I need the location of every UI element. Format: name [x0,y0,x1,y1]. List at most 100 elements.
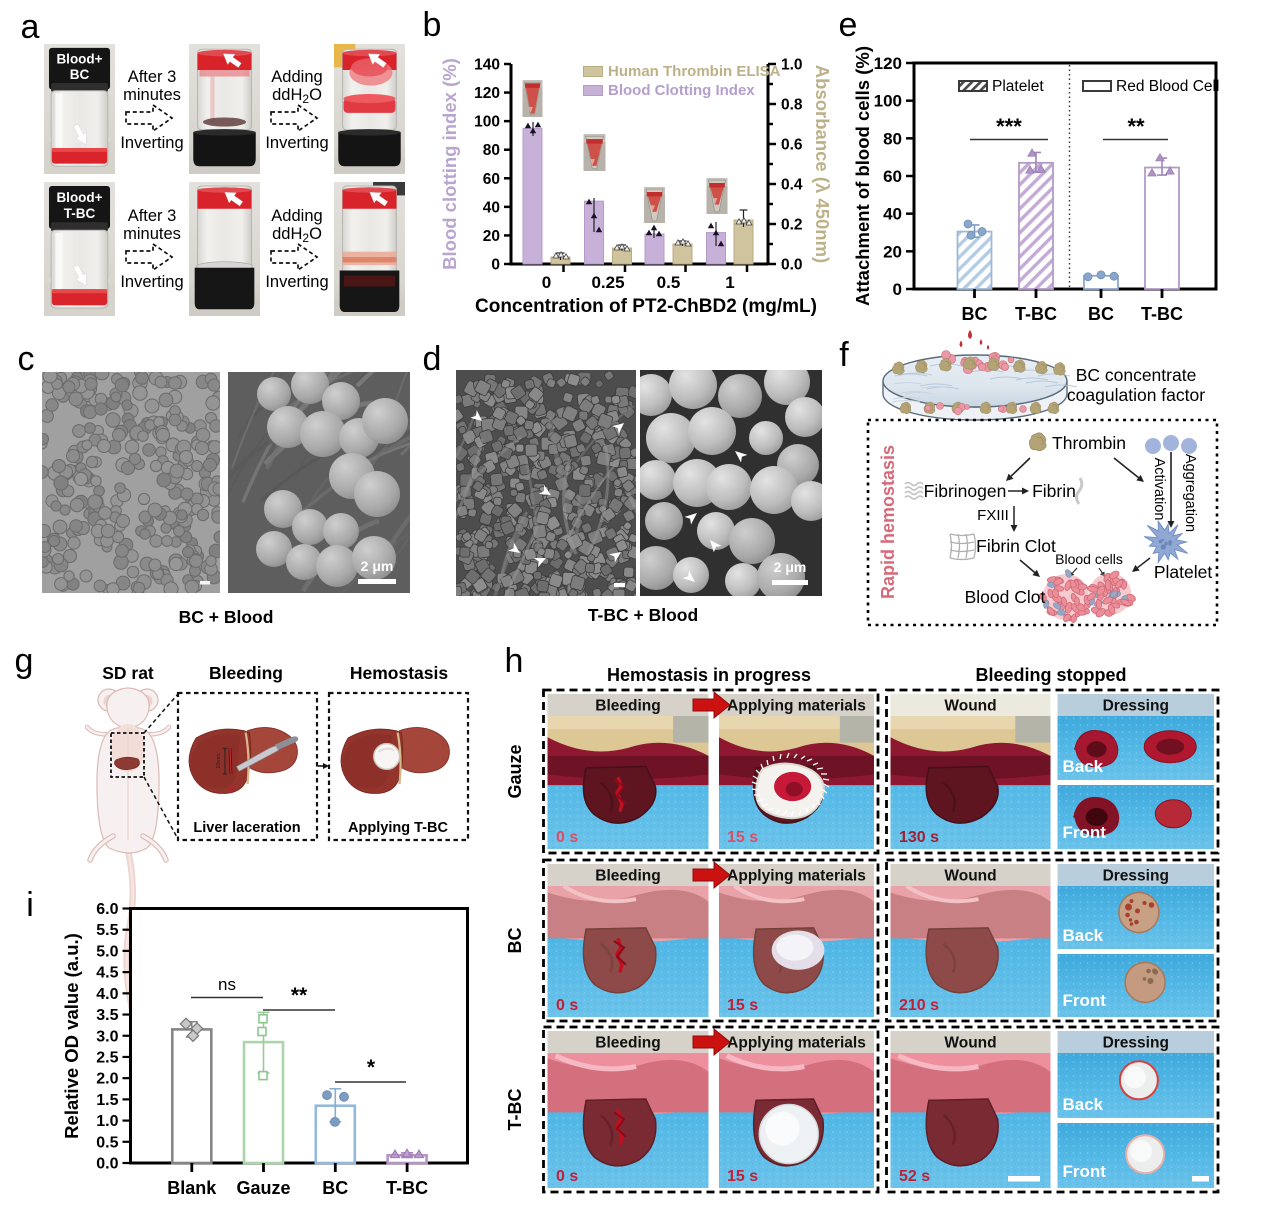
svg-text:0: 0 [491,257,500,274]
svg-text:6.0: 6.0 [96,901,118,918]
svg-text:0.4: 0.4 [781,177,803,194]
svg-text:5.5: 5.5 [96,922,118,939]
svg-text:Front: Front [1063,1162,1107,1181]
svg-text:40: 40 [883,205,902,224]
svg-text:Hemostasis: Hemostasis [350,663,449,683]
svg-text:Wound: Wound [944,1035,996,1052]
svg-text:Gauze: Gauze [505,744,525,798]
svg-text:Blood Clotting Index: Blood Clotting Index [608,82,755,99]
svg-text:Concentration of PT2-ChBD2 (mg: Concentration of PT2-ChBD2 (mg/mL) [475,296,817,317]
svg-text:BC: BC [505,928,525,954]
svg-text:20: 20 [483,228,500,245]
svg-text:h: h [505,642,524,680]
svg-text:BC: BC [70,67,90,82]
svg-text:d: d [423,340,442,378]
svg-text:Activation: Activation [1151,458,1167,521]
svg-text:Hemostasis in progress: Hemostasis in progress [607,665,811,685]
svg-text:40: 40 [483,199,500,216]
svg-text:0.0: 0.0 [96,1156,118,1173]
svg-text:0.2: 0.2 [781,217,803,234]
svg-text:Dressing: Dressing [1103,1035,1169,1052]
svg-text:0.25: 0.25 [591,273,624,292]
svg-text:1: 1 [725,273,734,292]
svg-text:Bleeding stopped: Bleeding stopped [975,665,1126,685]
svg-text:f: f [839,336,849,374]
svg-text:Liver laceration: Liver laceration [193,820,300,836]
svg-text:80: 80 [483,142,500,159]
svg-text:*: * [367,1056,376,1079]
svg-text:3.0: 3.0 [96,1028,118,1045]
svg-text:Blank: Blank [167,1178,217,1198]
svg-text:Wound: Wound [944,868,996,885]
svg-text:g: g [15,642,34,680]
svg-text:4.0: 4.0 [96,986,118,1003]
svg-text:15 s: 15 s [727,829,758,846]
svg-text:Attachment of blood cells (%): Attachment of blood cells (%) [852,46,873,306]
svg-text:Dressing: Dressing [1103,698,1169,715]
svg-text:0 s: 0 s [556,997,578,1014]
svg-text:5.0: 5.0 [96,943,118,960]
svg-text:BC concentrate: BC concentrate [1076,365,1197,385]
svg-text:coagulation factor: coagulation factor [1067,385,1205,405]
svg-text:0: 0 [893,280,902,299]
svg-text:Blood cells: Blood cells [1055,551,1123,567]
svg-text:After 3: After 3 [128,207,177,225]
svg-text:Bleeding: Bleeding [595,1035,660,1052]
svg-text:Platelet: Platelet [992,78,1044,95]
svg-text:ddH2O: ddH2O [272,225,322,245]
svg-text:2 μm: 2 μm [774,559,807,575]
svg-text:Platelet: Platelet [1154,562,1213,582]
svg-text:b: b [423,6,442,44]
svg-text:BC: BC [962,304,988,324]
svg-text:Wound: Wound [944,698,996,715]
svg-text:ddH2O: ddH2O [272,86,322,106]
svg-text:120: 120 [874,54,902,73]
svg-text:minutes: minutes [123,86,181,104]
svg-text:Bleeding: Bleeding [595,868,660,885]
svg-text:15 s: 15 s [727,1168,758,1185]
svg-text:Back: Back [1063,757,1104,776]
svg-text:Bleeding: Bleeding [209,663,283,683]
svg-text:Applying materials: Applying materials [727,1035,866,1052]
svg-text:SD rat: SD rat [102,663,154,683]
svg-text:60: 60 [483,171,500,188]
svg-text:100: 100 [874,92,902,111]
svg-text:T-BC: T-BC [1141,304,1183,324]
svg-text:T-BC: T-BC [64,206,96,221]
svg-text:T-BC: T-BC [386,1178,428,1198]
svg-text:Adding: Adding [271,68,322,86]
svg-text:2.0: 2.0 [96,1071,118,1088]
svg-text:c: c [18,340,35,378]
svg-text:T-BC: T-BC [505,1089,525,1131]
svg-text:1.0: 1.0 [96,1113,118,1130]
svg-text:After 3: After 3 [128,68,177,86]
svg-text:Bleeding: Bleeding [595,698,660,715]
svg-text:Front: Front [1063,823,1107,842]
svg-text:BC: BC [322,1178,348,1198]
svg-text:100: 100 [474,114,500,131]
svg-text:15 s: 15 s [727,997,758,1014]
svg-text:Red Blood Cell: Red Blood Cell [1116,78,1219,95]
svg-text:Fibrinogen: Fibrinogen [924,481,1007,501]
svg-text:4.5: 4.5 [96,965,118,982]
svg-text:10mm: 10mm [216,753,222,769]
svg-text:BC: BC [1088,304,1114,324]
svg-text:Fibrin Clot: Fibrin Clot [976,536,1056,556]
svg-text:52 s: 52 s [899,1168,930,1185]
svg-text:1.0: 1.0 [781,57,803,74]
svg-text:60: 60 [883,167,902,186]
svg-text:0 s: 0 s [556,829,578,846]
svg-text:210 s: 210 s [899,997,939,1014]
svg-text:Fibrin: Fibrin [1032,481,1076,501]
svg-text:3.5: 3.5 [96,1007,118,1024]
svg-text:Blood Clot: Blood Clot [965,587,1046,607]
svg-text:a: a [21,8,40,46]
svg-text:BC + Blood: BC + Blood [179,607,274,627]
svg-text:Back: Back [1063,926,1104,945]
svg-text:0.8: 0.8 [781,97,803,114]
svg-text:130 s: 130 s [899,829,939,846]
svg-text:i: i [26,886,34,924]
svg-text:ns: ns [218,975,236,994]
svg-text:Applying T-BC: Applying T-BC [348,820,448,836]
svg-text:0: 0 [542,273,551,292]
